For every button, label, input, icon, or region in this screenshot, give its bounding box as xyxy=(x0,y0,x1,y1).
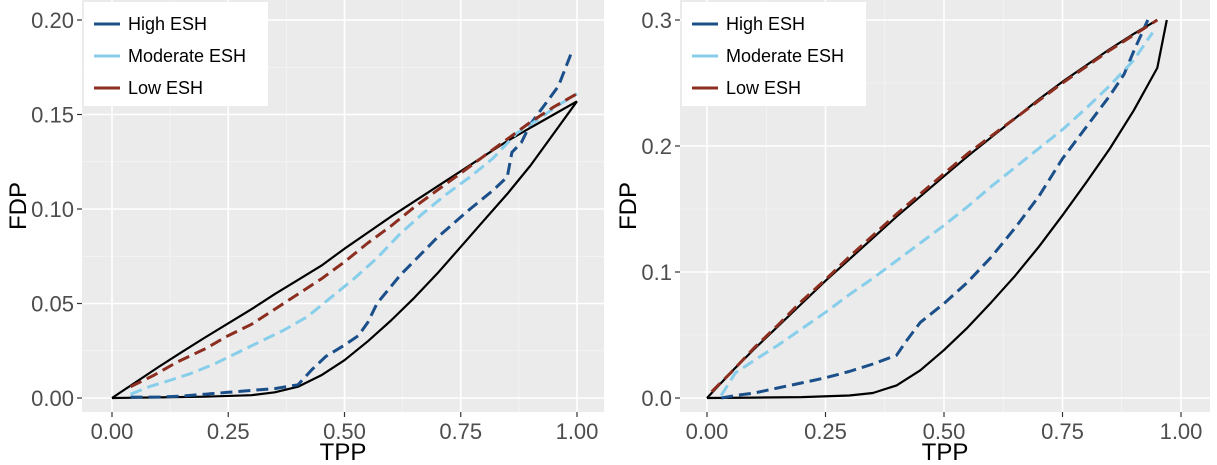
x-axis-title: TPP xyxy=(922,439,969,465)
y-tick-label: 0.10 xyxy=(31,197,74,222)
legend-label: Low ESH xyxy=(726,78,801,98)
x-tick-label: 1.00 xyxy=(556,419,599,444)
x-tick-label: 0.00 xyxy=(686,419,729,444)
y-tick-label: 0.1 xyxy=(641,260,672,285)
x-tick-label: 0.50 xyxy=(923,419,966,444)
legend-label: High ESH xyxy=(128,14,207,34)
x-tick-label: 0.50 xyxy=(323,419,366,444)
y-tick-label: 0.05 xyxy=(31,292,74,317)
boundary-curve xyxy=(111,100,578,400)
series-line-low-esh xyxy=(129,92,578,389)
x-tick-label: 0.75 xyxy=(1041,419,1084,444)
y-axis-title: FDP xyxy=(615,182,642,230)
legend-label: High ESH xyxy=(726,14,805,34)
x-tick-label: 0.00 xyxy=(91,419,134,444)
y-tick-label: 0.3 xyxy=(641,8,672,33)
y-tick-label: 0.20 xyxy=(31,8,74,33)
series-line-high-esh xyxy=(720,19,1150,400)
y-tick-label: 0.00 xyxy=(31,386,74,411)
legend-label: Moderate ESH xyxy=(128,46,246,66)
series-line-high-esh xyxy=(130,49,574,399)
x-tick-label: 0.25 xyxy=(804,419,847,444)
legend: High ESH Moderate ESH Low ESH xyxy=(84,2,268,106)
x-axis-title: TPP xyxy=(320,439,367,465)
series-line-moderate-esh xyxy=(130,92,578,396)
chart-panel-1: 0.00 0.25 0.50 0.75 1.00 0.00 0.05 0.10 0.15 0.20… xyxy=(5,0,604,465)
y-tick-label: 0.15 xyxy=(31,103,74,128)
series-line-low-esh xyxy=(710,18,1159,393)
x-tick-label: 0.75 xyxy=(439,419,482,444)
legend: High ESH Moderate ESH Low ESH xyxy=(682,2,866,106)
chart-panel-2: 0.00 0.25 0.50 0.75 1.00 0.0 0.1 0.2 0.3 TPP FDP Hi… xyxy=(615,0,1210,465)
x-tick-label: 0.25 xyxy=(207,419,250,444)
y-axis-title: FDP xyxy=(5,182,32,230)
legend-label: Moderate ESH xyxy=(726,46,844,66)
series-line-moderate-esh xyxy=(719,31,1154,397)
y-tick-label: 0.2 xyxy=(641,134,672,159)
x-tick-label: 1.00 xyxy=(1160,419,1203,444)
boundary-curve xyxy=(706,19,1168,400)
y-tick-label: 0.0 xyxy=(641,386,672,411)
legend-label: Low ESH xyxy=(128,78,203,98)
